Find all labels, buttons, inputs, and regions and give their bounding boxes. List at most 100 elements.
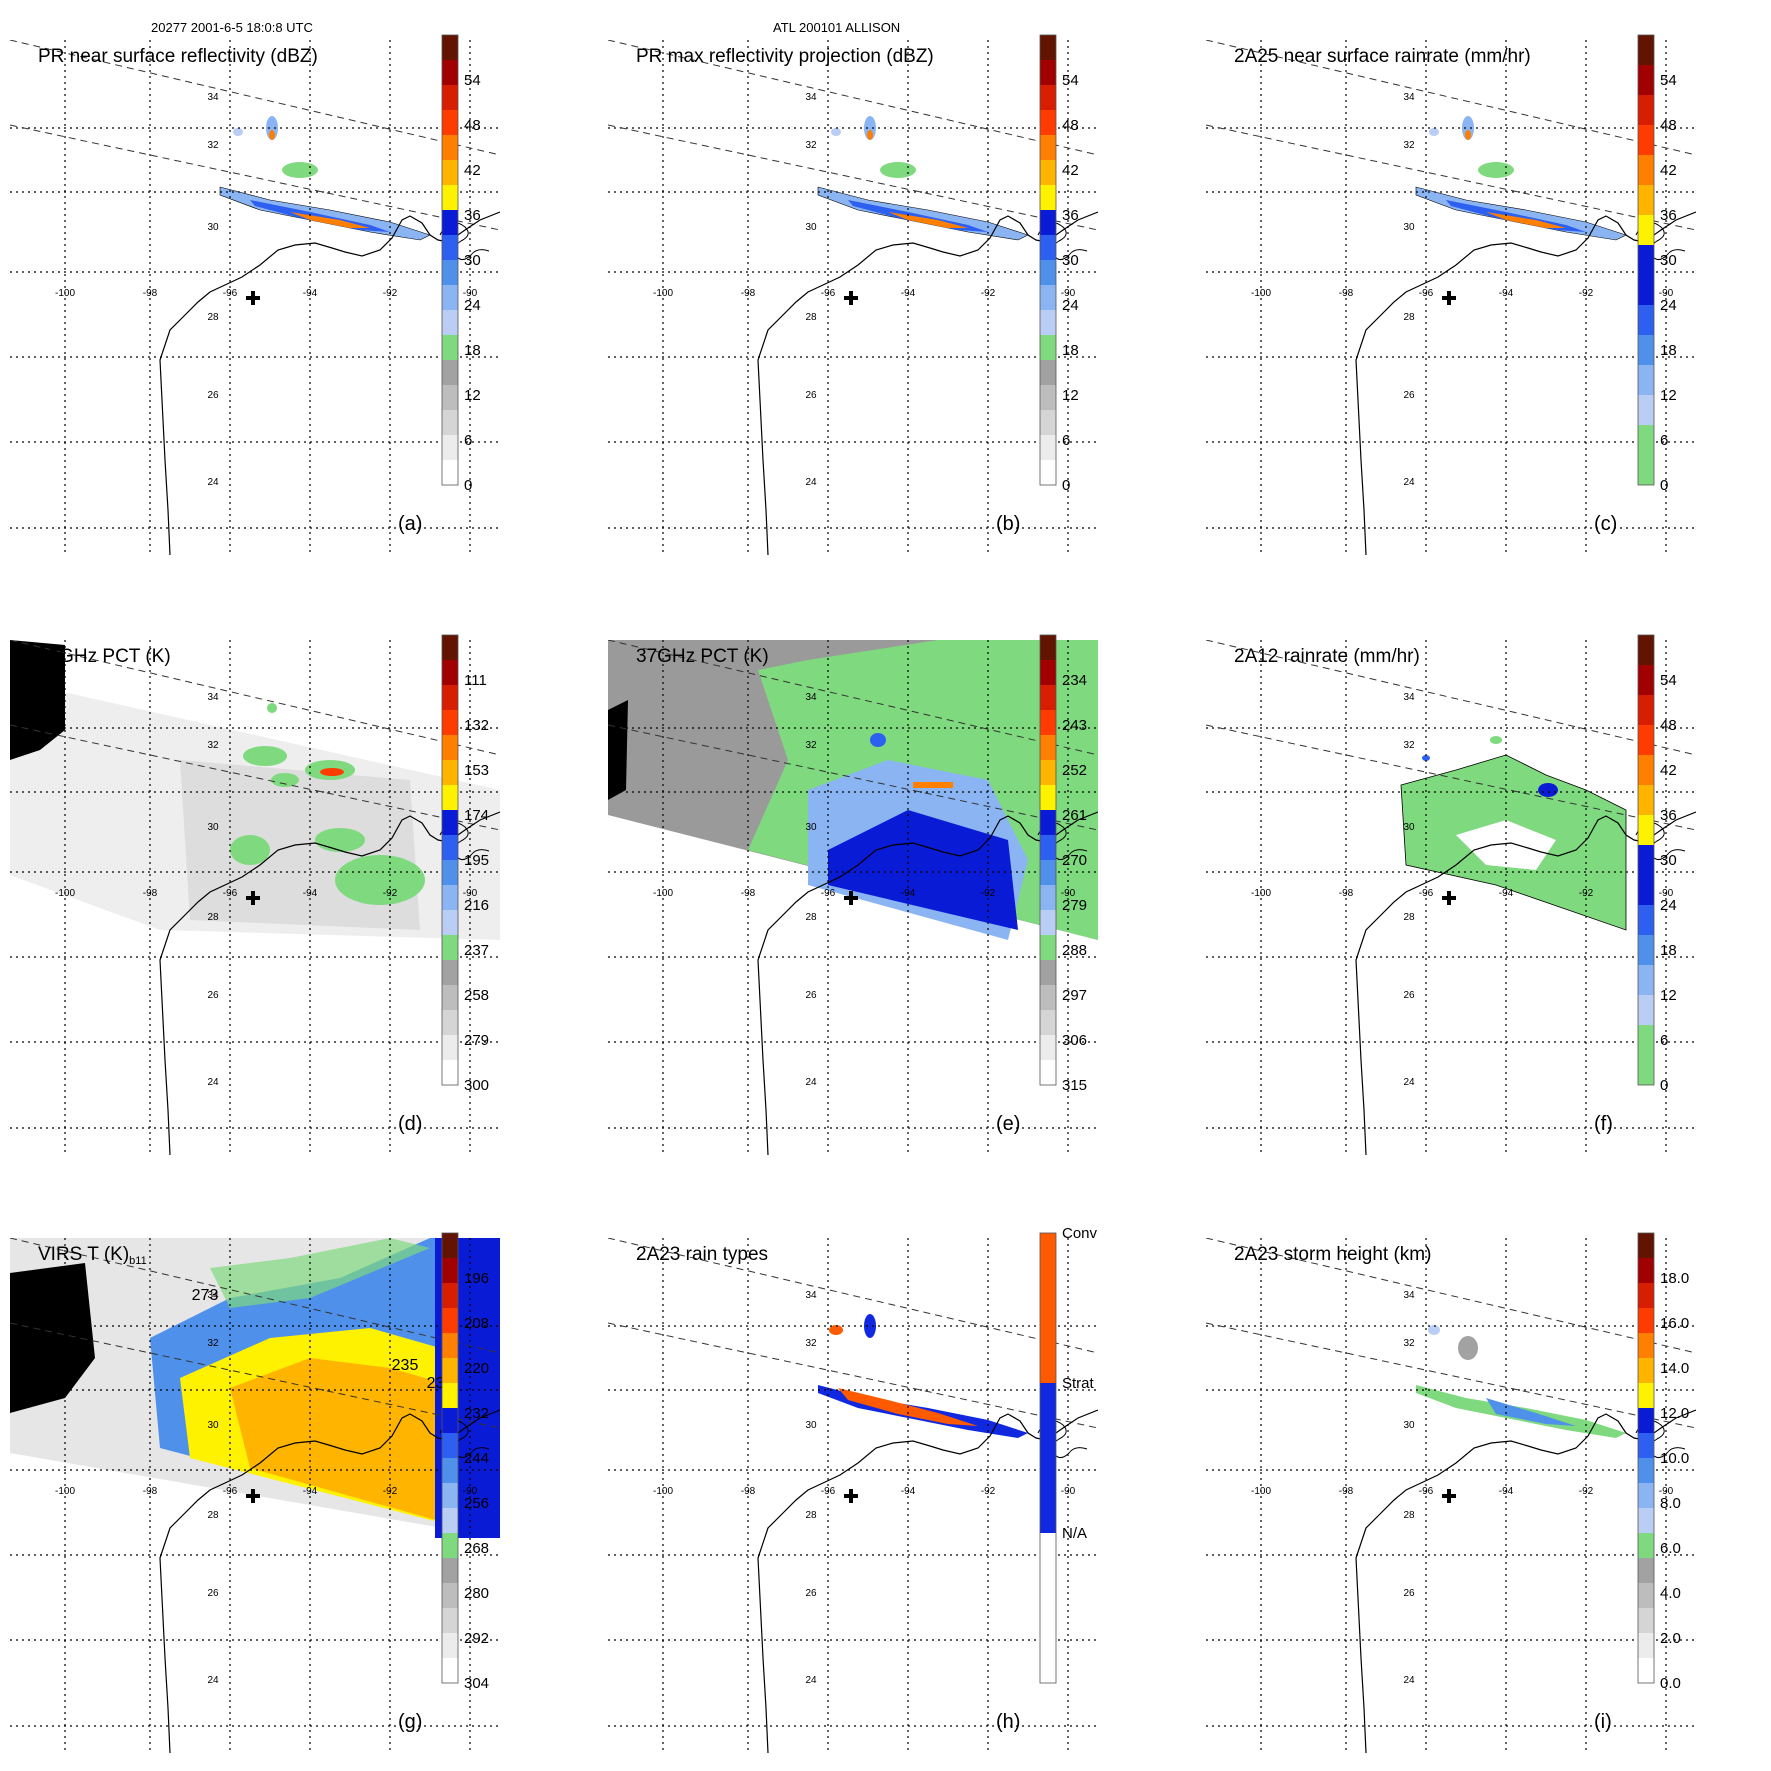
storm-center-cross-icon	[246, 891, 260, 905]
missing-data-area	[608, 700, 628, 800]
colorbar-segment	[1638, 1333, 1654, 1358]
latitude-label: 28	[207, 312, 219, 323]
colorbar-tick-label: 18	[1062, 342, 1079, 359]
latitude-label: 26	[805, 1588, 817, 1599]
colorbar-frame	[1039, 34, 1057, 486]
longitude-label: -94	[1499, 1486, 1514, 1497]
rain-cell	[1422, 755, 1430, 761]
colorbar-tick-label: 12	[464, 387, 481, 404]
longitude-label: -98	[1339, 888, 1354, 899]
colorbar-segment	[442, 710, 458, 735]
colorbar-segment	[1638, 245, 1654, 275]
colorbar-a: 0 6 12 18 24 30 36 42 48 54	[441, 34, 481, 494]
colorbar-segment	[1638, 35, 1654, 65]
colorbar-tick-label: 42	[1062, 162, 1079, 179]
coastline	[1355, 211, 1696, 555]
colorbar-tick-label: 261	[1062, 807, 1087, 824]
longitude-label: -98	[741, 288, 756, 299]
longitude-label: -90	[1659, 888, 1674, 899]
colorbar-tick-label: 54	[464, 72, 481, 89]
colorbar-segment	[442, 385, 458, 410]
latitude-label: 32	[207, 740, 219, 751]
colorbar-segment	[1638, 185, 1654, 215]
colorbar-segment	[442, 1608, 458, 1633]
colorbar-segment	[1638, 1508, 1654, 1533]
colorbar-segment	[442, 360, 458, 385]
colorbar-segment	[1638, 1233, 1654, 1258]
colorbar-segment	[442, 310, 458, 335]
colorbar-tick-label: 48	[464, 117, 481, 134]
latitude-label: 26	[207, 390, 219, 401]
longitude-label: -100	[653, 1486, 673, 1497]
colorbar-tick-label: 132	[464, 717, 489, 734]
map-panel-f: -100 -98 -96 -94 -92 -90 34 32 30 28 26 24 2A12 rain…	[1206, 640, 1696, 1155]
colorbar-segment	[1638, 365, 1654, 395]
colorbar-segment	[442, 1010, 458, 1035]
panel-title: PR max reflectivity projection (dBZ)	[636, 46, 934, 67]
colorbar-segment	[442, 735, 458, 760]
colorbar-segment	[442, 1658, 458, 1683]
colorbar-segment	[1040, 285, 1056, 310]
storm-center-cross-icon	[1442, 1489, 1456, 1503]
latitude-label: 28	[1403, 912, 1415, 923]
storm-height-cell	[1428, 1325, 1440, 1335]
colorbar-tick-label: 243	[1062, 717, 1087, 734]
latitude-label: 32	[207, 140, 219, 151]
colorbar-segment	[442, 1035, 458, 1060]
colorbar-tick-label: 0	[1062, 477, 1070, 494]
latitude-label: 24	[207, 1675, 219, 1686]
coastline	[159, 811, 500, 1155]
map-panel-h: -100 -98 -96 -94 -92 -90 34 32 30 28 26 24 2A23 rain…	[608, 1238, 1098, 1753]
precip-cell	[266, 116, 278, 140]
colorbar-tick-label: 12	[1660, 987, 1677, 1004]
colorbar-segment	[1040, 935, 1056, 960]
panel-letter: (a)	[398, 513, 422, 535]
longitude-label: -90	[1061, 288, 1076, 299]
colorbar-segment	[1638, 995, 1654, 1025]
colorbar-segment	[442, 35, 458, 60]
colorbar-segment	[442, 1483, 458, 1508]
panel-letter: (c)	[1594, 513, 1617, 535]
colorbar-tick-label: 268	[464, 1540, 489, 1557]
rain-cell	[1490, 736, 1502, 744]
colorbar-segment	[442, 1508, 458, 1533]
panel-title: 37GHz PCT (K)	[636, 646, 769, 667]
latitude-label: 26	[207, 1588, 219, 1599]
longitude-label: -96	[821, 288, 836, 299]
longitude-label: -90	[1061, 888, 1076, 899]
latitude-label: 26	[1403, 990, 1415, 1001]
colorbar-tick-label: 48	[1062, 117, 1079, 134]
precip-core	[1446, 200, 1586, 232]
longitude-label: -92	[981, 1486, 996, 1497]
colorbar-segment	[442, 185, 458, 210]
colorbar-segment	[1040, 85, 1056, 110]
colorbar-tick-label: 244	[464, 1450, 489, 1467]
colorbar-segment	[1040, 810, 1056, 835]
map-content: -100 -98 -96 -94 -92 -90 34 32 30 28 26 24	[608, 40, 1098, 555]
colorbar-segment	[1638, 155, 1654, 185]
rain-type-stratiform	[864, 1314, 876, 1338]
ice-scattering-cell	[335, 855, 425, 905]
colorbar-segment	[1638, 275, 1654, 305]
longitude-label: -96	[821, 1486, 836, 1497]
latitude-label: 26	[805, 390, 817, 401]
precip-cell	[880, 162, 916, 178]
colorbar-segment	[1040, 1533, 1056, 1683]
rain-intense-band	[913, 782, 953, 788]
contour-label: 235	[392, 1357, 419, 1374]
latitude-label: 26	[805, 990, 817, 1001]
longitude-label: -92	[1579, 1486, 1594, 1497]
colorbar-segment	[442, 1633, 458, 1658]
precip-cell	[831, 128, 841, 136]
swath-edge-line	[1206, 1322, 1696, 1429]
coastline	[757, 811, 1098, 1155]
colorbar-segment	[1040, 1035, 1056, 1060]
longitude-label: -96	[223, 1486, 238, 1497]
map-panel-c: -100 -98 -96 -94 -92 -90 34 32 30 28 26 24 2A25 near…	[1206, 40, 1696, 555]
ice-scattering-cell	[243, 746, 287, 766]
storm-center-cross-icon	[246, 291, 260, 305]
colorbar-frame	[1039, 634, 1057, 1086]
colorbar-segment	[1040, 985, 1056, 1010]
colorbar-segment	[1040, 635, 1056, 660]
colorbar-tick-label: 10.0	[1660, 1450, 1689, 1467]
